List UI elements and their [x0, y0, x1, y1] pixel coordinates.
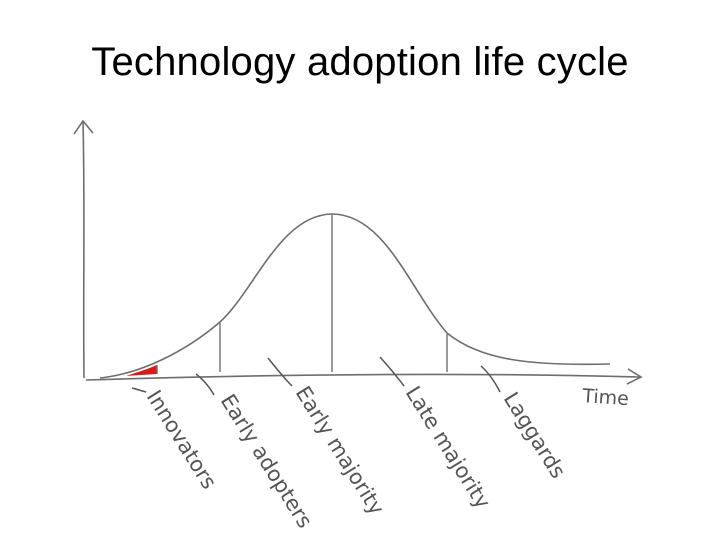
y-axis — [82, 121, 85, 379]
leader-innovators — [131, 387, 147, 393]
leader-early-majority — [267, 357, 293, 387]
label-laggards: Laggards — [499, 388, 571, 483]
slide-title: Technology adoption life cycle — [91, 40, 629, 84]
leader-late-majority — [379, 356, 405, 387]
label-late-majority: Late majority — [401, 382, 495, 513]
adoption-bell-curve — [99, 213, 611, 379]
label-innovators: Innovators — [142, 386, 222, 493]
y-axis-arrowhead — [73, 119, 94, 135]
x-axis-arrowhead — [626, 368, 643, 385]
x-axis — [85, 373, 641, 381]
leader-laggards — [480, 365, 501, 393]
leader-early-adopters — [195, 373, 215, 396]
x-axis-label: Time — [581, 385, 630, 410]
innovators-area — [126, 365, 157, 376]
label-early-majority: Early majority — [291, 382, 389, 519]
